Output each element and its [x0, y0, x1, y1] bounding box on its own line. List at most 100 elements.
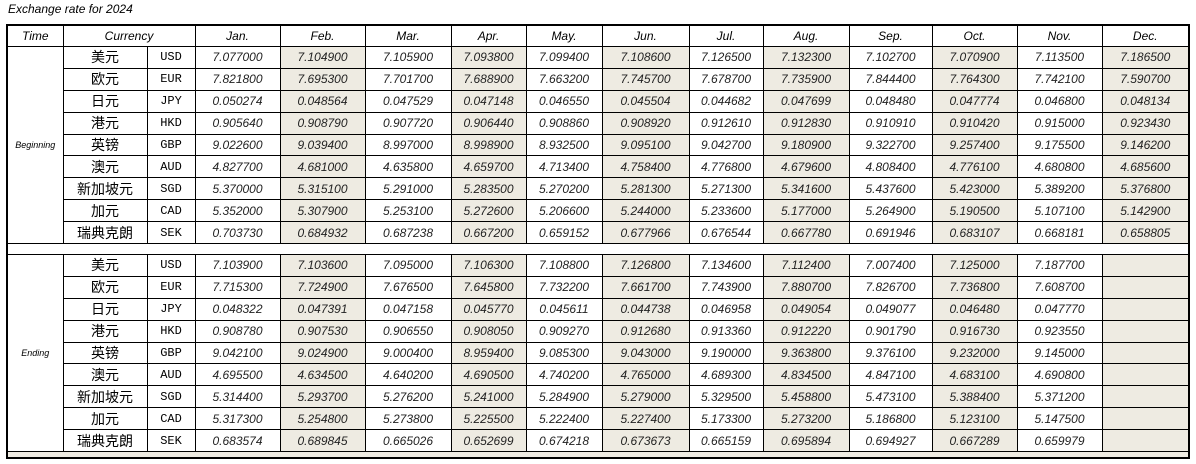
rate-cell: 9.000400	[364, 341, 452, 365]
rate-cell: 0.047774	[931, 89, 1018, 113]
rate-cell: 5.186800	[848, 407, 933, 431]
rate-cell: 7.125000	[931, 254, 1018, 277]
rate-cell: 0.050274	[194, 89, 281, 113]
rate-cell: 7.103600	[279, 254, 366, 277]
rate-cell: 0.667289	[931, 429, 1018, 453]
currency-name: 日元	[62, 297, 148, 321]
header-time: Time	[6, 24, 64, 47]
currency-name: 英镑	[62, 133, 148, 157]
rate-cell: 5.253100	[364, 199, 452, 223]
currency-code: SEK	[146, 221, 196, 245]
rate-cell: 8.998900	[450, 133, 527, 157]
rate-cell: 0.694927	[848, 429, 933, 453]
rate-cell	[1101, 429, 1190, 453]
rate-cell: 7.715300	[194, 275, 281, 299]
rate-cell	[1101, 363, 1190, 387]
header-month: Mar.	[364, 24, 452, 47]
rate-cell: 0.665159	[688, 429, 764, 453]
currency-code: SEK	[146, 429, 196, 453]
rate-cell: 0.045504	[601, 89, 690, 113]
rate-cell: 0.044682	[688, 89, 764, 113]
rate-cell: 4.765000	[601, 363, 690, 387]
rate-cell: 0.047699	[762, 89, 850, 113]
currency-code: AUD	[146, 363, 196, 387]
rate-cell: 7.701700	[364, 67, 452, 91]
rate-cell: 7.742100	[1016, 67, 1103, 91]
rate-cell: 0.907530	[279, 319, 366, 343]
rate-cell: 4.690500	[450, 363, 527, 387]
rate-cell: 7.112400	[762, 254, 850, 277]
rate-cell: 0.048134	[1101, 89, 1190, 113]
currency-code: EUR	[146, 275, 196, 299]
rate-cell: 7.099400	[525, 46, 603, 69]
rate-cell: 0.689845	[279, 429, 366, 453]
rate-cell: 0.907720	[364, 111, 452, 135]
rate-cell: 9.363800	[762, 341, 850, 365]
rate-cell: 7.113500	[1016, 46, 1103, 69]
currency-code: CAD	[146, 407, 196, 431]
rate-cell: 4.689300	[688, 363, 764, 387]
rate-cell: 9.145000	[1016, 341, 1103, 365]
currency-name: 英镑	[62, 341, 148, 365]
rate-cell: 7.108600	[601, 46, 690, 69]
rate-cell: 0.049077	[848, 297, 933, 321]
rate-cell: 5.190500	[931, 199, 1018, 223]
rate-cell: 5.388400	[931, 385, 1018, 409]
rate-cell: 5.276200	[364, 385, 452, 409]
rate-cell: 9.232000	[931, 341, 1018, 365]
rate-cell	[1101, 319, 1190, 343]
currency-name: 新加坡元	[62, 385, 148, 409]
footer-cell	[7, 451, 1189, 459]
rate-cell: 0.673673	[601, 429, 690, 453]
currency-code: GBP	[146, 341, 196, 365]
currency-code: SGD	[146, 177, 196, 201]
rate-cell: 7.678700	[688, 67, 764, 91]
table-row: 英镑 GBP 9.022600 9.039400 8.997000 8.998900 8.9…	[7, 133, 1190, 157]
rate-cell: 7.095000	[364, 254, 452, 277]
rate-cell: 7.187700	[1016, 254, 1103, 277]
rate-cell: 0.658805	[1101, 221, 1190, 245]
rate-cell: 5.281300	[601, 177, 690, 201]
rate-cell: 7.126500	[688, 46, 764, 69]
header-month: Aug.	[762, 24, 850, 47]
rate-cell: 0.049054	[762, 297, 850, 321]
rate-cell: 7.590700	[1101, 67, 1190, 91]
rate-cell: 4.683100	[931, 363, 1018, 387]
header-month: Jun.	[601, 24, 690, 47]
rate-cell: 4.634500	[279, 363, 366, 387]
rate-cell: 4.690800	[1016, 363, 1103, 387]
rate-cell: 5.271300	[688, 177, 764, 201]
rate-cell: 4.713400	[525, 155, 603, 179]
rate-cell: 0.668181	[1016, 221, 1103, 245]
rate-cell: 0.912830	[762, 111, 850, 135]
currency-name: 新加坡元	[62, 177, 148, 201]
rate-cell: 5.283500	[450, 177, 527, 201]
rate-cell: 0.667780	[762, 221, 850, 245]
rate-cell: 0.659979	[1016, 429, 1103, 453]
rate-cell: 5.437600	[848, 177, 933, 201]
rate-cell: 0.683107	[931, 221, 1018, 245]
currency-name: 瑞典克朗	[62, 221, 148, 245]
rate-cell: 0.915000	[1016, 111, 1103, 135]
rate-cell: 0.048322	[194, 297, 281, 321]
rate-cell: 7.186500	[1101, 46, 1190, 69]
rate-cell: 9.085300	[525, 341, 603, 365]
rate-cell: 5.352000	[194, 199, 281, 223]
rate-cell: 7.661700	[601, 275, 690, 299]
header-currency: Currency	[62, 24, 196, 47]
rate-cell: 5.273800	[364, 407, 452, 431]
table-footer	[7, 451, 1189, 459]
rate-cell: 7.103900	[194, 254, 281, 277]
currency-name: 加元	[62, 199, 148, 223]
rate-cell: 4.640200	[364, 363, 452, 387]
rate-cell: 0.047391	[279, 297, 366, 321]
rate-cell: 0.046958	[688, 297, 764, 321]
rate-cell: 4.659700	[450, 155, 527, 179]
header-month: May.	[525, 24, 603, 47]
time-label: Beginning	[6, 45, 64, 245]
rate-cell: 4.758400	[601, 155, 690, 179]
rate-cell: 7.132300	[762, 46, 850, 69]
header-month: Jul.	[688, 24, 764, 47]
rate-cell: 5.270200	[525, 177, 603, 201]
rate-cell: 0.691946	[848, 221, 933, 245]
